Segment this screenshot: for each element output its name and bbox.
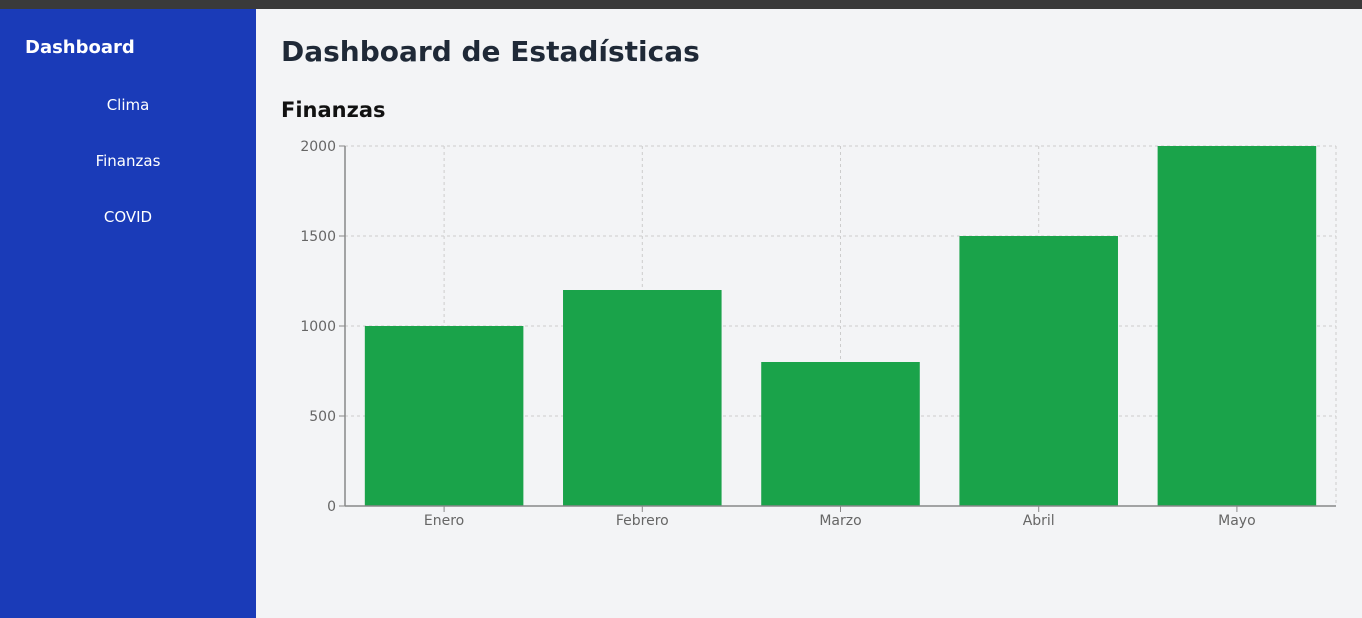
x-tick-label: Marzo [819,513,861,529]
y-tick-label: 0 [327,499,336,515]
sidebar-brand[interactable]: Dashboard [25,37,135,58]
y-tick-label: 1000 [300,319,336,335]
x-tick-label: Mayo [1218,513,1256,529]
bar-enero [364,326,524,506]
section-title: Finanzas [281,98,386,122]
bar-febrero [563,290,722,506]
bar-abril [959,236,1118,506]
sidebar-item-clima[interactable]: Clima [106,96,150,114]
y-tick-label: 500 [309,409,336,425]
sidebar: Dashboard Clima Finanzas COVID [0,9,256,618]
bar-mayo [1157,146,1317,506]
sidebar-item-finanzas[interactable]: Finanzas [95,152,161,170]
page-title: Dashboard de Estadísticas [281,35,700,68]
x-tick-label: Abril [1023,513,1055,529]
x-tick-label: Febrero [616,513,669,529]
finanzas-bar-chart: 0 500 1000 1500 2000 Enero Febrero Marzo Abril Ma… [300,139,1337,529]
main-content: Dashboard de Estadísticas Finanzas [256,9,1362,618]
x-tick-label: Enero [424,513,464,529]
sidebar-item-covid[interactable]: COVID [103,208,153,226]
bar-marzo [761,362,920,506]
window-top-bar [0,0,1362,9]
y-tick-label: 1500 [300,229,336,245]
y-tick-label: 2000 [300,139,336,155]
